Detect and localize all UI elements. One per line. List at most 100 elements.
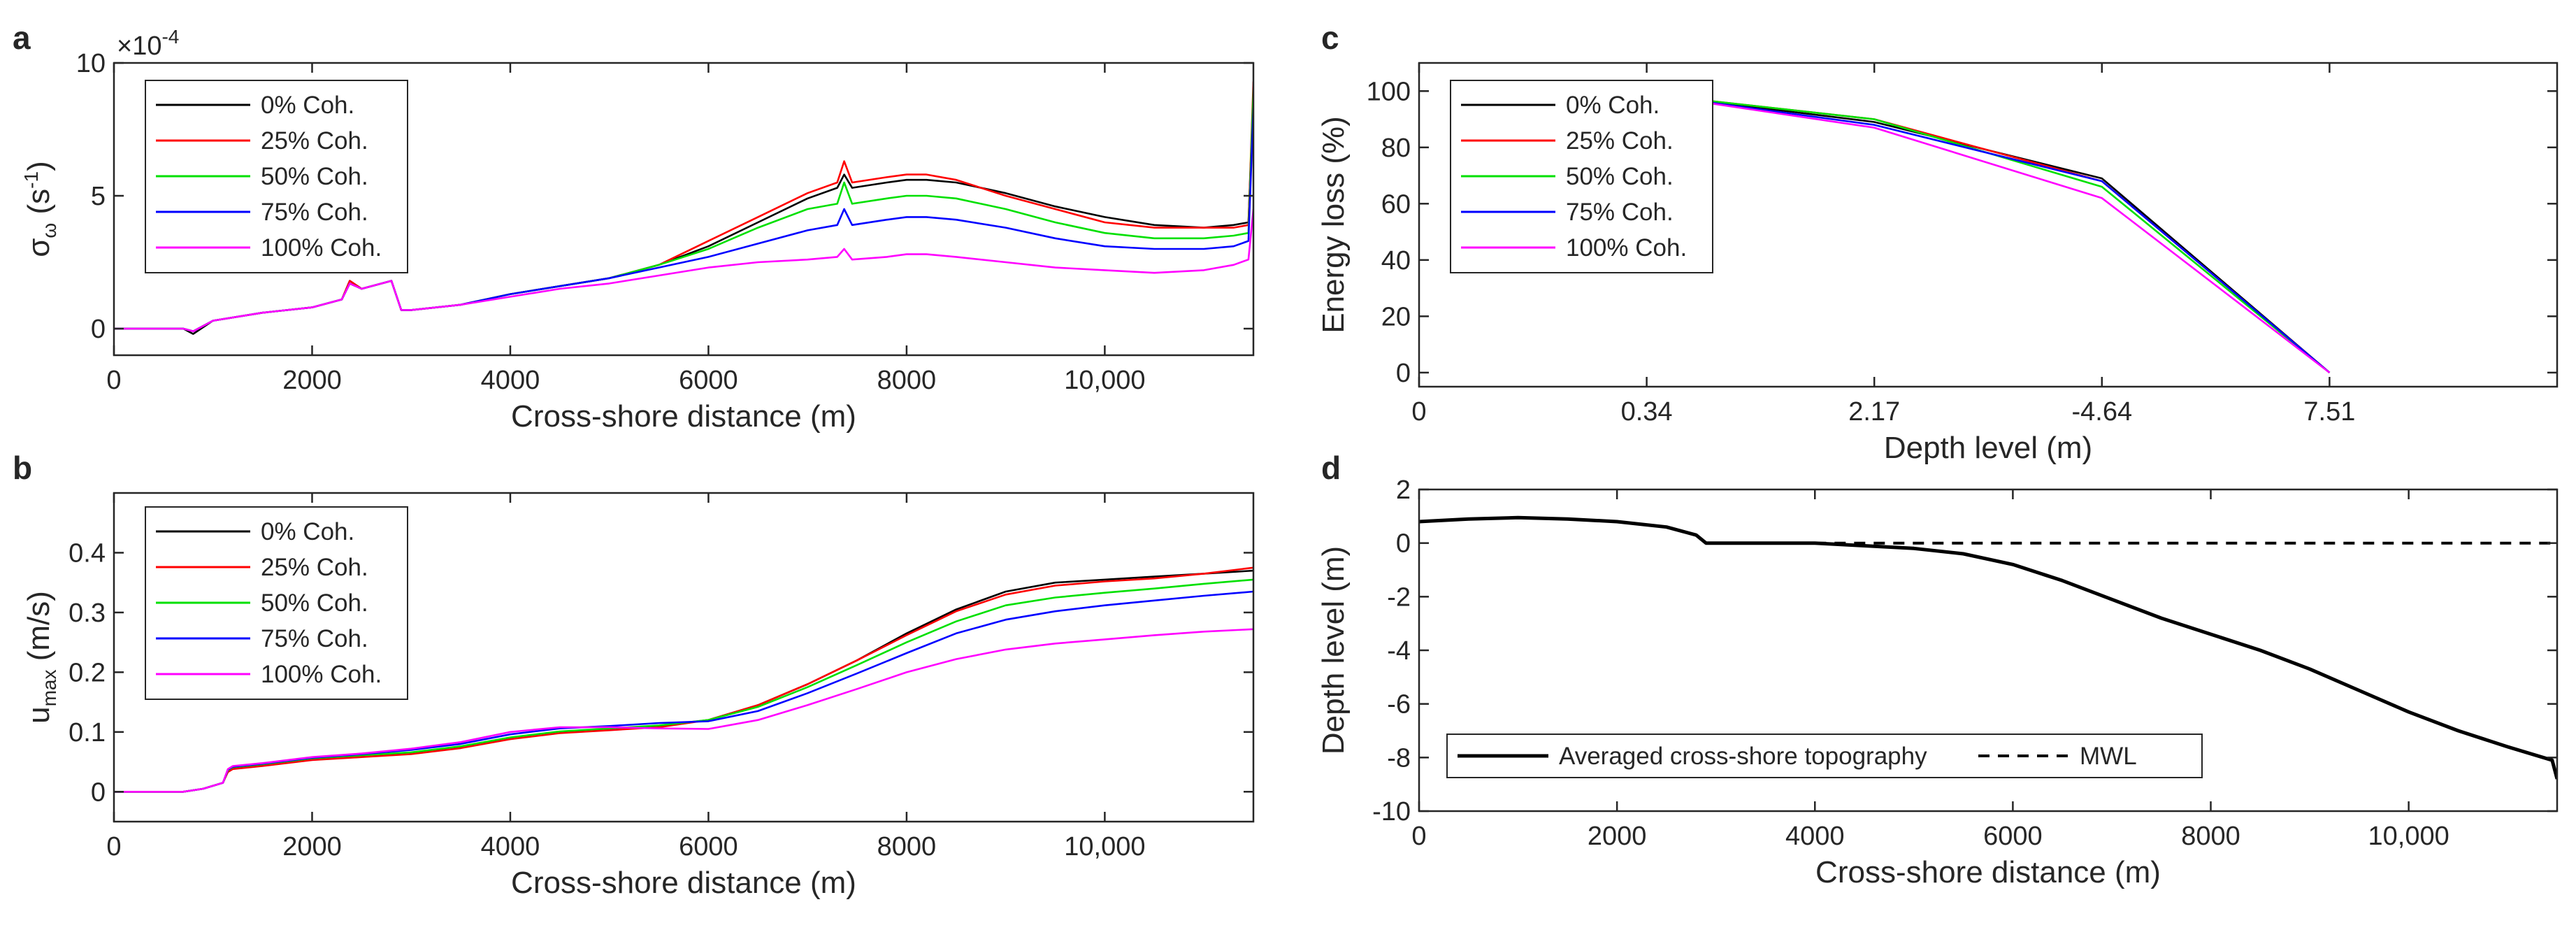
y-tick-label: -2 [1387,582,1411,612]
y-tick-label: 40 [1381,246,1411,276]
y-axis-label: Energy loss (%) [1316,116,1351,334]
x-tick-label: 0 [106,832,121,861]
y-tick-label: 0 [1396,359,1411,388]
x-tick-label: 6000 [1983,822,2043,851]
series-line-100-coh- [1646,93,2331,373]
panel-letter: d [1321,450,1341,486]
legend-label: 0% Coh. [261,518,354,545]
y-axis-label-part: (s [22,189,56,223]
series-group [1419,515,2557,780]
y-tick-label: 0 [91,778,106,807]
axis-scale-label: ×10-4 [117,26,179,61]
axis-scale-exp: -4 [161,26,179,48]
panel-c: c 0 0.34 2.17 -4.64 7.51 0 20 40 60 80 100 Depth lev… [1316,20,2559,465]
y-axis-label-part: max [38,670,60,707]
legend: 0% Coh. 25% Coh. 50% Coh. 75% Coh. 100% Coh. [1450,80,1713,273]
x-tick-label: 4000 [481,366,540,395]
x-tick-label: -4.64 [2071,397,2132,427]
legend-label: 100% Coh. [261,234,382,262]
x-tick-label: 2000 [282,366,342,395]
y-axis-label: Depth level (m) [1316,546,1351,754]
axes-box [113,492,1255,823]
legend-label: 50% Coh. [1566,163,1674,190]
legend-label: 75% Coh. [261,625,368,652]
x-axis-label: Cross-shore distance (m) [511,399,856,434]
y-tick-label: -4 [1387,636,1411,666]
y-axis-label-part: -1 [20,171,42,189]
x-tick-label: 2000 [282,832,342,861]
panel-d: d 0 2000 4000 6000 8000 10,000 -10 -8 -6 -4 -2 0 2 Cro… [1316,450,2559,889]
y-tick-label: 100 [1367,77,1411,106]
x-tick-label: 8000 [877,366,937,395]
axes-box [1418,62,2559,388]
x-tick-label: 7.51 [2303,397,2355,427]
series-group [114,566,1253,793]
legend-label: 50% Coh. [261,589,368,617]
panel-letter: b [13,450,32,486]
y-axis-label-part: ) [22,161,56,171]
y-tick-label: 0.2 [69,658,106,687]
legend-label: 75% Coh. [1566,199,1674,226]
legend-label: 50% Coh. [261,163,368,190]
panel-a: a 0 2000 4000 6000 8000 10,000 0 5 10 Cross-shore … [13,20,1255,434]
panel-letter: a [13,20,31,56]
y-tick-label: 60 [1381,189,1411,219]
legend: 0% Coh. 25% Coh. 50% Coh. 75% Coh. 100% Coh. [145,506,408,700]
series-group [114,81,1253,335]
x-tick-label: 4000 [481,832,540,861]
x-axis-label: Cross-shore distance (m) [1815,855,2161,889]
y-tick-label: 5 [91,182,106,211]
x-tick-label: 10,000 [1064,832,1145,861]
x-tick-label: 4000 [1785,822,1845,851]
series-line-100-coh- [114,628,1253,793]
y-tick-label: -10 [1372,797,1411,827]
x-tick-label: 8000 [2181,822,2240,851]
legend-box [1446,734,2203,778]
series-line-25-coh- [1646,93,2331,373]
x-tick-label: 6000 [679,366,738,395]
legend: 0% Coh. 25% Coh. 50% Coh. 75% Coh. 100% Coh. [145,80,408,273]
series-line-75-coh- [1646,93,2331,373]
y-axis-label: σω (s-1) [20,161,60,257]
legend-label: Averaged cross-shore topography [1559,743,1927,770]
y-axis-label-part: u [22,706,56,723]
legend-label: 75% Coh. [261,199,368,226]
y-tick-label: 20 [1381,302,1411,331]
legend: Averaged cross-shore topography MWL [1446,734,2203,778]
series-group [1646,93,2331,373]
series-line-25-coh- [114,566,1253,793]
legend-label: 0% Coh. [261,92,354,119]
x-axis-label: Depth level (m) [1884,431,2092,465]
y-axis-label-part: ω [38,223,60,238]
y-tick-label: 0 [1396,529,1411,559]
series-line-0-coh- [1646,93,2331,373]
x-tick-label: 2.17 [1848,397,1900,427]
y-axis-label: umax (m/s) [22,591,60,724]
y-tick-label: 0 [91,315,106,344]
x-tick-label: 6000 [679,832,738,861]
series-line-50-coh- [1646,93,2331,373]
x-axis-label: Cross-shore distance (m) [511,866,856,900]
y-tick-label: -8 [1387,743,1411,773]
y-axis-label-part: σ [22,238,56,257]
y-tick-label: 0.1 [69,718,106,747]
y-tick-label: -6 [1387,690,1411,720]
x-tick-label: 0 [1411,822,1426,851]
x-tick-label: 10,000 [1064,366,1145,395]
panel-letter: c [1321,20,1339,56]
x-tick-label: 2000 [1588,822,1647,851]
y-axis-label-part: (m/s) [22,591,56,669]
legend-label: MWL [2080,743,2137,770]
y-tick-label: 0.3 [69,599,106,628]
legend-label: 25% Coh. [1566,127,1674,155]
series-line-averaged-cross-shore-topography [1419,515,2557,780]
y-tick-label: 80 [1381,134,1411,163]
x-tick-label: 0.34 [1621,397,1673,427]
axes-box [113,62,1255,357]
legend-label: 25% Coh. [261,554,368,581]
y-tick-label: 10 [76,49,106,78]
y-tick-label: 2 [1396,475,1411,505]
y-tick-label: 0.4 [69,538,106,568]
